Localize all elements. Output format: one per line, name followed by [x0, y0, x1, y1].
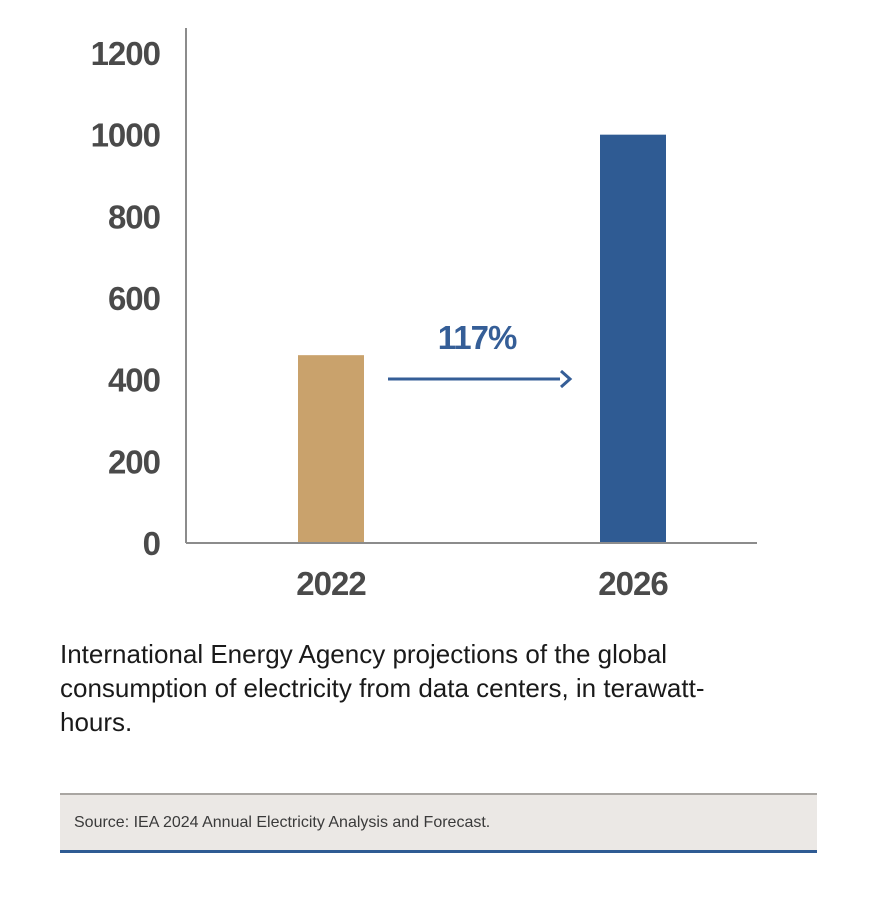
- x-tick-label-2026: 2026: [598, 565, 668, 602]
- y-tick-label-800: 800: [108, 198, 160, 235]
- source-box: Source: IEA 2024 Annual Electricity Anal…: [60, 793, 817, 853]
- bar-2026: [600, 134, 666, 543]
- x-axis-labels: 2022 2026: [296, 565, 669, 602]
- y-tick-label-1000: 1000: [91, 117, 160, 154]
- y-tick-label-0: 0: [143, 525, 160, 562]
- bar-chart: 0 200 400 600 800 1000 1200 2022 2026 117%: [91, 28, 757, 602]
- y-tick-label-400: 400: [108, 362, 160, 399]
- y-tick-label-600: 600: [108, 280, 160, 317]
- source-text: Source: IEA 2024 Annual Electricity Anal…: [74, 814, 491, 831]
- chart-caption: International Energy Agency projections …: [60, 639, 705, 737]
- y-axis-ticks: 0 200 400 600 800 1000 1200: [91, 35, 161, 562]
- bar-2022: [298, 355, 364, 543]
- y-tick-label-200: 200: [108, 443, 160, 480]
- growth-percent-label: 117%: [438, 319, 517, 356]
- growth-annotation: 117%: [388, 319, 573, 389]
- x-tick-label-2022: 2022: [296, 565, 366, 602]
- y-tick-label-1200: 1200: [91, 35, 160, 72]
- bars: [298, 134, 666, 543]
- growth-arrow-head-icon: [560, 369, 573, 389]
